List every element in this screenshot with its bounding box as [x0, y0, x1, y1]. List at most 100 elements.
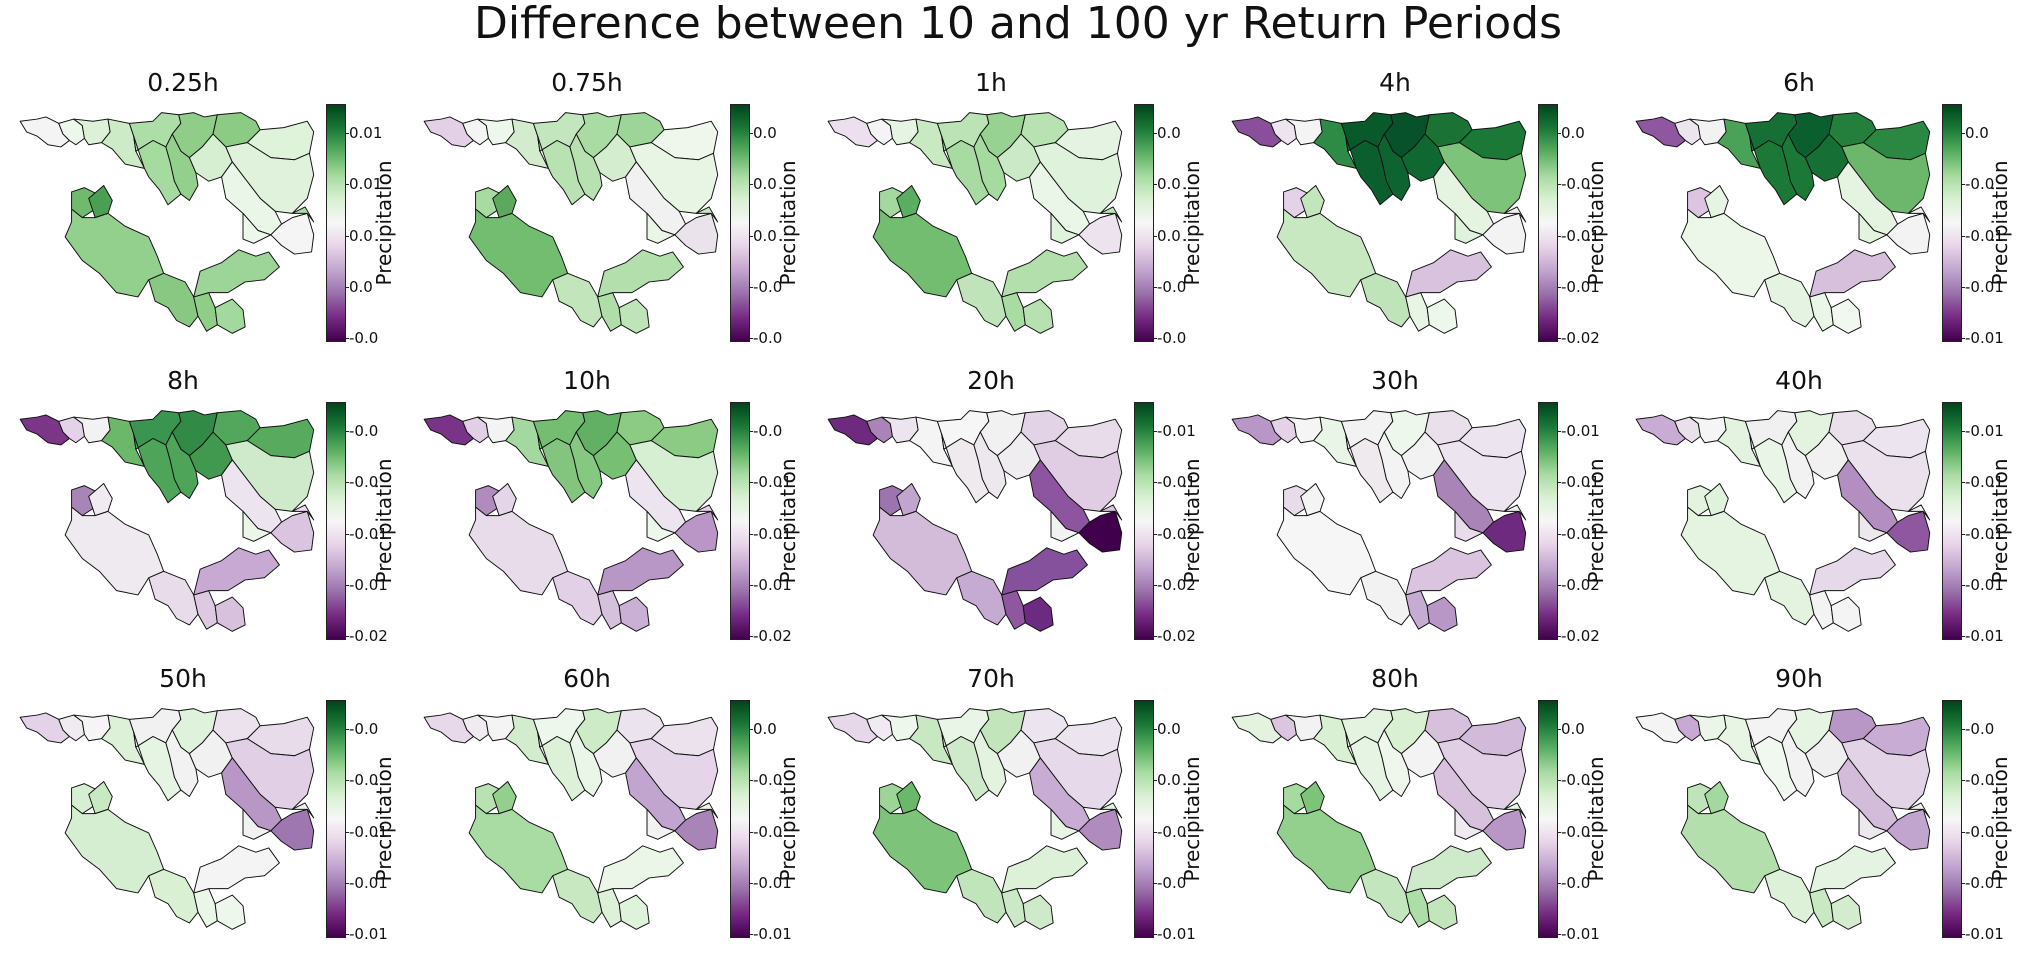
colorbar-tick-label: -0.01: [345, 874, 388, 892]
colorbar-label: Precipitation: [372, 160, 396, 286]
colorbar-tick-label: -0.01: [1557, 525, 1600, 543]
map-panel-70h: 70h 0.0 0.0 -0.0 -0.0 -0.01 Precipitation: [826, 664, 1230, 964]
region-r14: [674, 510, 719, 553]
region-r12: [1841, 142, 1931, 214]
colorbar-tick-label: 0.0: [345, 227, 373, 245]
colorbar-tick-label: -0.01: [345, 576, 388, 594]
region-r23: [242, 212, 272, 244]
panel-title: 4h: [1379, 68, 1411, 97]
colorbar-tick-label: -0.0: [1152, 278, 1187, 296]
colorbar-tick-label: -0.0: [1960, 175, 1995, 193]
region-r20: [618, 894, 650, 930]
choropleth-map: [423, 112, 719, 334]
region-r18: [1360, 272, 1411, 328]
colorbar-tick-label: -0.01: [345, 823, 388, 841]
region-r22: [695, 206, 719, 223]
colorbar-tick-label: -0.0: [344, 720, 379, 738]
region-r8: [973, 729, 1007, 797]
colorbar-label: Precipitation: [776, 160, 800, 286]
region-r21: [1001, 547, 1088, 596]
region-r19: [1809, 888, 1834, 928]
colorbar-tick-label: -0.01: [1961, 925, 2004, 943]
region-r8: [569, 133, 603, 201]
region-r16: [492, 185, 517, 219]
region-r21: [1405, 249, 1492, 298]
region-r17: [468, 804, 569, 894]
panel-title: 90h: [1775, 664, 1823, 693]
colorbar-tick-label: -0.0: [344, 473, 379, 491]
region-r18: [1360, 868, 1411, 924]
region-r23: [646, 212, 676, 244]
region-r23: [242, 510, 272, 542]
region-r17: [1680, 804, 1781, 894]
region-r21: [193, 845, 280, 894]
region-r23: [1858, 212, 1888, 244]
colorbar-tick-label: -0.01: [1961, 576, 2004, 594]
map-panel-1h: 1h 0.0 0.0 0.0 -0.0 -0.0 Precipitation: [826, 68, 1230, 368]
region-r8: [165, 133, 199, 201]
region-r8: [569, 431, 603, 499]
colorbar-tick-label: 0.0: [345, 278, 373, 296]
colorbar-tick-label: -0.01: [1153, 422, 1196, 440]
region-r19: [1809, 590, 1834, 630]
colorbar-tick-label: -0.01: [1961, 627, 2004, 645]
colorbar-tick-label: -0.01: [1153, 925, 1196, 943]
region-r17: [64, 804, 165, 894]
map-panel-60h: 60h 0.0 -0.0 -0.0 -0.01 -0.01 Precipitation: [422, 664, 826, 964]
region-r14: [270, 212, 315, 255]
colorbar-tick-label: -0.0: [1152, 874, 1187, 892]
region-r17: [872, 208, 973, 298]
region-r17: [468, 208, 569, 298]
choropleth-map: [827, 112, 1123, 334]
colorbar-tick-label: -0.02: [1153, 576, 1196, 594]
region-r18: [1764, 272, 1815, 328]
choropleth-map: [827, 410, 1123, 632]
region-r14: [1886, 510, 1931, 553]
region-r17: [872, 804, 973, 894]
colorbar-label: Precipitation: [1584, 756, 1608, 882]
map-panel-10h: 10h -0.0 -0.01 -0.01 -0.01 -0.02 Precipitation: [422, 366, 826, 666]
region-r17: [64, 506, 165, 596]
panel-title: 0.25h: [147, 68, 219, 97]
region-r19: [597, 292, 622, 332]
region-r18: [1764, 570, 1815, 626]
colorbar-tick-label: -0.0: [1556, 823, 1591, 841]
region-r8: [1781, 729, 1815, 797]
colorbar-label: Precipitation: [1988, 756, 2012, 882]
colorbar-label: Precipitation: [372, 756, 396, 882]
region-r14: [674, 808, 719, 851]
region-r12: [225, 142, 315, 214]
region-r12: [629, 142, 719, 214]
colorbar-tick-label: -0.02: [345, 627, 388, 645]
colorbar-tick-label: -0.01: [749, 874, 792, 892]
region-r19: [1405, 590, 1430, 630]
region-r20: [1022, 298, 1054, 334]
region-r19: [1809, 292, 1834, 332]
region-r16: [1300, 185, 1325, 219]
region-r20: [214, 298, 246, 334]
colorbar-tick-label: -0.01: [749, 576, 792, 594]
panel-title: 20h: [967, 366, 1015, 395]
colorbar-tick-label: -0.01: [345, 925, 388, 943]
region-r20: [618, 596, 650, 632]
colorbar-label: Precipitation: [776, 458, 800, 584]
panel-title: 70h: [967, 664, 1015, 693]
colorbar: [730, 700, 750, 938]
region-r18: [1764, 868, 1815, 924]
colorbar-tick-label: -0.01: [749, 525, 792, 543]
colorbar-label: Precipitation: [1584, 160, 1608, 286]
region-r16: [88, 781, 113, 815]
region-r17: [1680, 208, 1781, 298]
region-r16: [896, 185, 921, 219]
region-r17: [1276, 208, 1377, 298]
colorbar: [1942, 402, 1962, 640]
region-r14: [1886, 808, 1931, 851]
region-r22: [1503, 504, 1527, 521]
region-r12: [1437, 142, 1527, 214]
colorbar-tick-label: -0.01: [1961, 874, 2004, 892]
region-r21: [1809, 249, 1896, 298]
colorbar-tick-label: -0.01: [1961, 422, 2004, 440]
region-r12: [1033, 440, 1123, 512]
colorbar-tick-label: -0.0: [344, 771, 379, 789]
colorbar-tick-label: -0.01: [1557, 278, 1600, 296]
